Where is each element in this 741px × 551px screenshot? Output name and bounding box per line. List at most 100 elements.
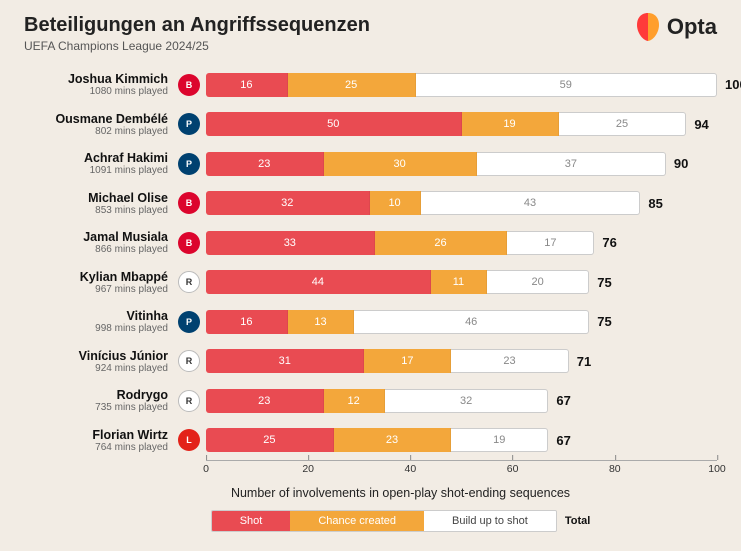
player-name: Achraf Hakimi: [24, 151, 168, 165]
segment-shot: 50: [206, 112, 462, 136]
total-value: 67: [548, 428, 570, 452]
segment-shot: 16: [206, 73, 288, 97]
axis-tick: 20: [302, 457, 314, 469]
player-mins: 802 mins played: [24, 126, 168, 137]
total-value: 100: [717, 73, 741, 97]
axis-tick: 0: [203, 457, 209, 469]
player-label: Vitinha998 mins played: [24, 309, 174, 334]
segment-shot: 25: [206, 428, 334, 452]
axis-tick: 80: [609, 457, 621, 469]
player-row: Joshua Kimmich1080 mins playedB 162559100: [24, 65, 717, 105]
club-icon: P: [178, 153, 200, 175]
player-row: Vitinha998 mins playedP 16134675: [24, 302, 717, 342]
axis-tick: 100: [708, 457, 726, 469]
chart-subtitle: UEFA Champions League 2024/25: [24, 39, 717, 53]
player-label: Ousmane Dembélé802 mins played: [24, 112, 174, 137]
player-label: Rodrygo735 mins played: [24, 388, 174, 413]
player-row: Achraf Hakimi1091 mins playedP23303790: [24, 144, 717, 184]
player-row: Ousmane Dembélé802 mins playedP50192594: [24, 105, 717, 145]
bar-wrap: 33261776: [206, 231, 717, 255]
player-name: Rodrygo: [24, 388, 168, 402]
segment-chance: 12: [324, 389, 385, 413]
brand-logo: Opta: [635, 12, 717, 42]
player-name: Michael Olise: [24, 191, 168, 205]
segment-chance: 25: [288, 73, 416, 97]
player-label: Vinícius Júnior924 mins played: [24, 349, 174, 374]
axis-tick: 40: [405, 457, 417, 469]
segment-chance: 23: [334, 428, 452, 452]
player-mins: 764 mins played: [24, 442, 168, 453]
club-icon: R: [178, 390, 200, 412]
player-name: Jamal Musiala: [24, 230, 168, 244]
bar-wrap: 23123267: [206, 389, 717, 413]
segment-shot: 33: [206, 231, 375, 255]
player-name: Florian Wirtz: [24, 428, 168, 442]
chart-title: Beteiligungen an Angriffssequenzen: [24, 14, 717, 37]
player-row: Michael Olise853 mins playedB 32104385: [24, 184, 717, 224]
player-name: Ousmane Dembélé: [24, 112, 168, 126]
total-value: 67: [548, 389, 570, 413]
segment-build: 17: [507, 231, 594, 255]
player-row: Kylian Mbappé967 mins playedR44112075: [24, 263, 717, 303]
player-mins: 967 mins played: [24, 284, 168, 295]
bar-wrap: 32104385: [206, 191, 717, 215]
club-icon: B: [178, 232, 200, 254]
chart-area: Joshua Kimmich1080 mins playedB162559100…: [24, 65, 717, 460]
segment-shot: 23: [206, 389, 324, 413]
player-row: Jamal Musiala866 mins playedB33261776: [24, 223, 717, 263]
total-value: 75: [589, 310, 611, 334]
legend-total: Total: [557, 511, 590, 531]
club-icon: P: [178, 113, 200, 135]
segment-build: 32: [385, 389, 549, 413]
segment-build: 25: [559, 112, 687, 136]
player-row: Vinícius Júnior924 mins playedR31172371: [24, 342, 717, 382]
segment-chance: 11: [431, 270, 487, 294]
club-icon: L: [178, 429, 200, 451]
player-name: Vinícius Júnior: [24, 349, 168, 363]
segment-chance: 30: [324, 152, 477, 176]
player-label: Jamal Musiala866 mins played: [24, 230, 174, 255]
segment-chance: 13: [288, 310, 354, 334]
axis-tick: 60: [507, 457, 519, 469]
segment-shot: 16: [206, 310, 288, 334]
club-icon: B: [178, 192, 200, 214]
segment-chance: 19: [462, 112, 559, 136]
segment-build: 23: [451, 349, 569, 373]
segment-build: 46: [354, 310, 589, 334]
legend-box: Shot Chance created Build up to shot: [211, 510, 557, 532]
club-icon: B: [178, 74, 200, 96]
player-mins: 1080 mins played: [24, 86, 168, 97]
player-mins: 924 mins played: [24, 363, 168, 374]
total-value: 85: [640, 191, 662, 215]
segment-shot: 31: [206, 349, 364, 373]
legend-shot: Shot: [212, 511, 291, 531]
player-label: Joshua Kimmich1080 mins played: [24, 72, 174, 97]
bar-wrap: 50192594: [206, 112, 717, 136]
segment-chance: 26: [375, 231, 508, 255]
player-label: Florian Wirtz764 mins played: [24, 428, 174, 453]
segment-chance: 17: [364, 349, 451, 373]
segment-build: 19: [451, 428, 548, 452]
legend: Shot Chance created Build up to shot Tot…: [84, 510, 717, 532]
player-mins: 866 mins played: [24, 244, 168, 255]
bar-wrap: 31172371: [206, 349, 717, 373]
club-icon: R: [178, 271, 200, 293]
player-row: Florian Wirtz764 mins playedL25231967: [24, 421, 717, 461]
player-label: Kylian Mbappé967 mins played: [24, 270, 174, 295]
total-value: 90: [666, 152, 688, 176]
segment-build: 59: [416, 73, 717, 97]
opta-logo-icon: [635, 12, 661, 42]
legend-build: Build up to shot: [424, 511, 556, 531]
club-icon: P: [178, 311, 200, 333]
legend-chance: Chance created: [290, 511, 424, 531]
x-axis-label: Number of involvements in open-play shot…: [84, 486, 717, 500]
segment-shot: 23: [206, 152, 324, 176]
player-name: Kylian Mbappé: [24, 270, 168, 284]
brand-name: Opta: [667, 14, 717, 40]
segment-build: 43: [421, 191, 641, 215]
segment-build: 37: [477, 152, 666, 176]
bar-wrap: 162559100: [206, 73, 717, 97]
segment-chance: 10: [370, 191, 421, 215]
player-label: Michael Olise853 mins played: [24, 191, 174, 216]
segment-shot: 44: [206, 270, 431, 294]
